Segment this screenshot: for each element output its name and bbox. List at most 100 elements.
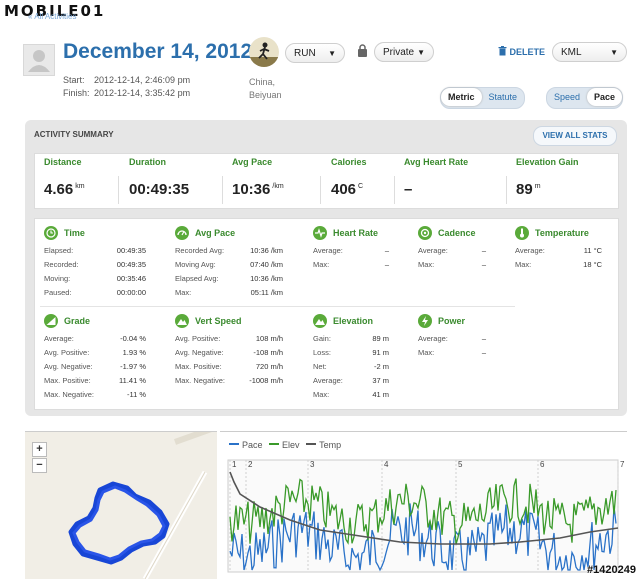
stat-row-label: Recorded:: [44, 260, 79, 269]
section-title-grade: Grade: [64, 316, 91, 326]
stat-row-value: 41 m: [372, 390, 389, 399]
heart-rate-icon: [313, 226, 327, 240]
stat-value-duration: 00:49:35: [129, 181, 190, 198]
activity-chart-canvas: 1 2 3 4 5 6 7: [227, 459, 625, 573]
activity-date-title: December 14, 2012: [63, 40, 253, 63]
statute-toggle-option[interactable]: Statute: [488, 92, 518, 102]
summary-stats-bar: [34, 153, 619, 209]
map-zoom-out-button[interactable]: −: [32, 458, 47, 473]
map-zoom-in-button[interactable]: +: [32, 442, 47, 457]
stat-row-value: –: [481, 334, 486, 343]
delete-button[interactable]: DELETE: [498, 46, 545, 57]
stat-row-label: Max:: [313, 260, 330, 269]
stat-row-value: 10:36 /km: [250, 246, 283, 255]
stat-row-value: -108 m/h: [253, 348, 283, 357]
privacy-select[interactable]: Private ▼: [374, 42, 434, 62]
chart-x-tick-label: 3: [310, 460, 315, 469]
stat-row-label: Max. Negative:: [175, 376, 226, 385]
stat-row-label: Moving:: [44, 274, 71, 283]
stat-row-value: 00:00:00: [116, 288, 146, 297]
stat-row-label: Max:: [418, 260, 435, 269]
stat-label-calories: Calories: [331, 157, 367, 167]
clock-icon: [44, 226, 58, 240]
export-format-select[interactable]: KML ▼: [552, 42, 627, 62]
section-title-elevation: Elevation: [333, 316, 374, 326]
legend-swatch: [229, 443, 239, 445]
stat-row-label: Paused:: [44, 288, 72, 297]
trash-icon: [498, 46, 507, 56]
privacy-value: Private: [383, 47, 415, 58]
stat-row-value: 00:49:35: [116, 246, 146, 255]
stat-row-label: Avg. Positive:: [175, 334, 221, 343]
stat-row-value: –: [481, 348, 486, 357]
stat-row-label: Max:: [418, 348, 435, 357]
stat-row-label: Moving Avg:: [175, 260, 216, 269]
section-title-time: Time: [64, 228, 85, 238]
route-path: [68, 481, 170, 565]
stat-row-label: Loss:: [313, 348, 331, 357]
stat-row-value: –: [384, 246, 389, 255]
stat-row-label: Recorded Avg:: [175, 246, 225, 255]
stat-value-distance: 4.66 km: [44, 181, 85, 198]
stat-row-value: 18 °C: [583, 260, 602, 269]
legend-item-pace[interactable]: Pace: [229, 440, 263, 450]
units-toggle: Metric Statute: [440, 87, 526, 109]
chart-x-tick-label: 4: [384, 460, 389, 469]
route-map[interactable]: + −: [25, 431, 217, 579]
section-title-temperature: Temperature: [535, 228, 589, 238]
stat-row-value: 108 m/h: [255, 334, 283, 343]
stat-row-label: Max:: [175, 288, 192, 297]
stat-row-value: 89 m: [372, 334, 389, 343]
watermark: #1420249: [587, 564, 636, 576]
activity-chart[interactable]: 1 2 3 4 5 6 7: [220, 431, 627, 579]
stat-label-avg-heart-rate: Avg Heart Rate: [404, 157, 469, 167]
legend-item-elev[interactable]: Elev: [269, 440, 300, 450]
divider: [118, 176, 119, 204]
legend-item-temp[interactable]: Temp: [306, 440, 341, 450]
chevron-down-icon: ▼: [417, 48, 425, 57]
start-time: 2012-12-14, 2:46:09 pm: [94, 75, 191, 85]
stat-row-label: Average:: [44, 334, 74, 343]
stat-row-label: Average:: [313, 376, 343, 385]
chart-x-tick-label: 5: [458, 460, 463, 469]
view-all-stats-button[interactable]: VIEW ALL STATS: [533, 126, 617, 146]
pace-series-line: [229, 503, 617, 572]
legend-swatch: [306, 443, 317, 445]
section-title-vert-speed: Vert Speed: [195, 316, 242, 326]
stat-row-value: –: [384, 260, 389, 269]
stat-row-label: Net:: [313, 362, 327, 371]
location-city: Beiyuan: [249, 90, 282, 100]
chevron-down-icon: ▼: [610, 48, 618, 57]
site-topbar: MOBILE01 « All Activities: [0, 0, 640, 34]
stat-row-label: Elapsed Avg:: [175, 274, 219, 283]
stat-row-value: 1.93 %: [122, 348, 146, 357]
stat-row-value: –: [481, 260, 486, 269]
finish-time: 2012-12-14, 3:35:42 pm: [94, 88, 191, 98]
section-title-power: Power: [438, 316, 466, 326]
metric-toggle-option[interactable]: Metric: [441, 88, 482, 106]
delete-label: DELETE: [509, 47, 546, 57]
cadence-icon: [418, 226, 432, 240]
stat-row-value: -2 m: [374, 362, 389, 371]
stat-row-label: Max:: [515, 260, 532, 269]
activity-type-select[interactable]: RUN ▼: [285, 43, 345, 63]
speed-toggle-option[interactable]: Speed: [554, 92, 581, 102]
stat-row-label: Max. Positive:: [175, 362, 222, 371]
stat-row-label: Max. Negative:: [44, 390, 95, 399]
stat-row-value: –: [481, 246, 486, 255]
stat-row-label: Gain:: [313, 334, 331, 343]
all-activities-link[interactable]: « All Activities: [28, 12, 77, 21]
section-title-heart-rate: Heart Rate: [333, 228, 379, 238]
stat-row-value: 720 m/h: [255, 362, 283, 371]
activity-type-value: RUN: [294, 48, 316, 59]
stat-label-distance: Distance: [44, 157, 82, 167]
chart-x-tick-label: 7: [620, 460, 625, 469]
stat-row-label: Elapsed:: [44, 246, 74, 255]
avatar: [23, 44, 55, 76]
stat-row-label: Avg. Negative:: [44, 362, 93, 371]
stat-row-value: 11.41 %: [119, 376, 146, 385]
pace-toggle-option[interactable]: Pace: [587, 88, 623, 106]
stat-row-label: Average:: [313, 246, 343, 255]
stat-row-value: 10:36 /km: [250, 274, 283, 283]
stat-value-elevation-gain: 89 m: [516, 181, 541, 198]
